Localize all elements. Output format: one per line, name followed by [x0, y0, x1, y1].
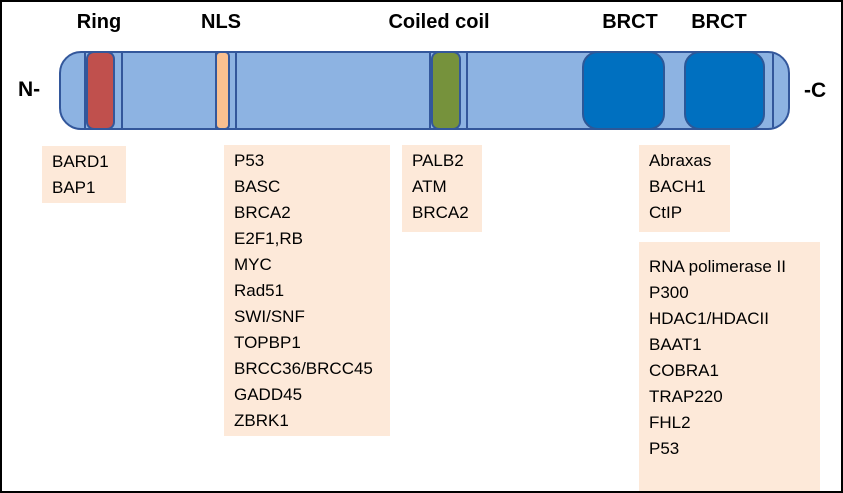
- interaction-item: BARD1: [52, 152, 109, 171]
- nls-domain-rect: [215, 51, 230, 130]
- segment-divider: [429, 53, 431, 128]
- interaction-item: BACH1: [649, 177, 706, 196]
- protein-backbone-bar: [59, 51, 790, 130]
- interaction-item: ATM: [412, 177, 447, 196]
- interaction-item: RNA polimerase II: [649, 257, 786, 276]
- interaction-item: E2F1,RB: [234, 229, 303, 248]
- interaction-box-coiled-coil: PALB2 ATM BRCA2: [402, 145, 482, 232]
- n-terminus-label: N-: [18, 78, 41, 101]
- interaction-item: BRCA2: [234, 203, 291, 222]
- interaction-box-nls: P53 BASC BRCA2 E2F1,RB MYC Rad51 SWI/SNF…: [224, 145, 390, 436]
- interaction-item: Abraxas: [649, 151, 712, 170]
- segment-divider: [121, 53, 123, 128]
- interaction-item: ZBRK1: [234, 411, 289, 430]
- brct-domain-rect-1: [582, 51, 665, 130]
- interaction-item: BAAT1: [649, 335, 702, 354]
- interaction-item: BASC: [234, 177, 281, 196]
- interaction-box-brct-top: Abraxas BACH1 CtIP: [639, 145, 730, 232]
- c-terminus-label: -C: [804, 79, 827, 102]
- interaction-box-brct-bottom: RNA polimerase II P300 HDAC1/HDACII BAAT…: [639, 242, 820, 491]
- interaction-item: P53: [649, 439, 680, 458]
- coiled-coil-domain-rect: [431, 51, 461, 130]
- interaction-item: BAP1: [52, 178, 96, 197]
- interaction-item: MYC: [234, 255, 272, 274]
- brct-domain-rect-2: [684, 51, 765, 130]
- domain-label-brct-2: BRCT: [691, 11, 747, 33]
- domain-label-nls: NLS: [201, 11, 241, 33]
- interaction-item: P300: [649, 283, 689, 302]
- interaction-item: BRCC36/BRCC45: [234, 359, 373, 378]
- interaction-item: BRCA2: [412, 203, 469, 222]
- interaction-item: PALB2: [412, 151, 464, 170]
- interaction-item: COBRA1: [649, 361, 719, 380]
- domain-label-coiled-coil: Coiled coil: [388, 11, 490, 33]
- interaction-item: FHL2: [649, 413, 691, 432]
- interaction-item: CtIP: [649, 203, 683, 222]
- segment-divider: [466, 53, 468, 128]
- domain-label-brct-1: BRCT: [602, 11, 658, 33]
- interaction-item: P53: [234, 151, 265, 170]
- segment-divider: [772, 53, 774, 128]
- interaction-item: TOPBP1: [234, 333, 301, 352]
- interaction-item: TRAP220: [649, 387, 723, 406]
- ring-domain-rect: [86, 51, 115, 130]
- interaction-item: Rad51: [234, 281, 285, 300]
- interaction-item: GADD45: [234, 385, 303, 404]
- segment-divider: [84, 53, 86, 128]
- interaction-item: SWI/SNF: [234, 307, 305, 326]
- interaction-box-ring: BARD1 BAP1: [42, 146, 126, 203]
- domain-label-ring: Ring: [76, 11, 122, 33]
- interaction-item: HDAC1/HDACII: [649, 309, 769, 328]
- segment-divider: [235, 53, 237, 128]
